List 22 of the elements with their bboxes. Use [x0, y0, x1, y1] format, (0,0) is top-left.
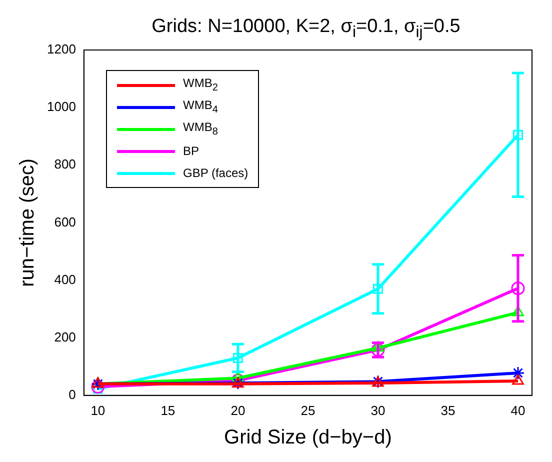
y-tick-label: 0: [68, 386, 76, 402]
legend-label: BP: [183, 144, 200, 158]
x-tick-label: 25: [300, 402, 316, 418]
y-tick-label: 1200: [47, 42, 76, 57]
chart-title: Grids: N=10000, K=2, σ$_{i}$=0.1, σ$_{ij}$=0.5: [150, 16, 462, 42]
x-tick-label: 40: [510, 402, 526, 418]
legend-label: WMB$_{2}$: [183, 76, 218, 94]
legend-label: WMB$_{8}$: [183, 120, 218, 138]
legend-label: WMB$_{4}$: [183, 98, 218, 116]
y-tick-label: 600: [54, 214, 76, 230]
x-tick-label: 10: [90, 402, 106, 418]
y-axis-title: run−time (sec): [16, 158, 39, 287]
x-tick-label: 15: [160, 402, 176, 418]
y-tick-label: 800: [54, 156, 76, 172]
y-tick-label: 200: [54, 329, 76, 344]
x-tick-label: 35: [440, 402, 456, 418]
legend-label: GBP (faces): [183, 166, 248, 180]
y-tick-label: 400: [54, 272, 76, 287]
x-tick-label: 30: [370, 402, 386, 418]
x-axis-title: Grid Size (d−by−d): [224, 426, 392, 449]
y-tick-label: 1000: [47, 99, 76, 114]
x-tick-label: 20: [230, 402, 246, 418]
